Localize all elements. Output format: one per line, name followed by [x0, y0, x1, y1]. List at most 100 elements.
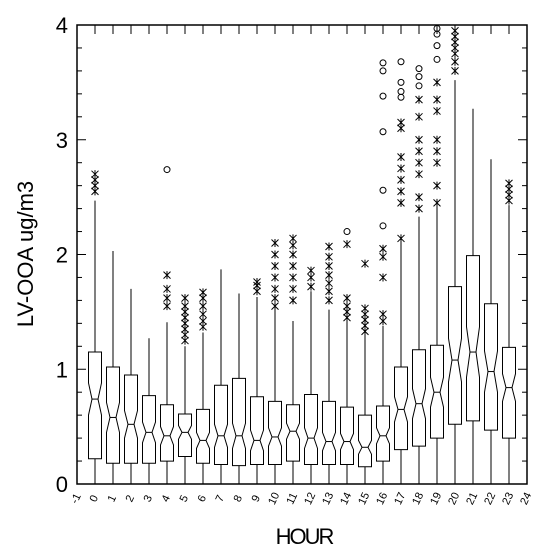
notched-box	[232, 377, 246, 467]
x-tick-label: 19	[428, 491, 444, 507]
notched-box	[286, 404, 300, 462]
outlier-asterisk	[199, 310, 207, 319]
x-tick-label: 18	[410, 491, 426, 507]
outlier-circle	[379, 186, 387, 194]
notched-box	[304, 394, 318, 465]
outlier-circle	[415, 65, 423, 73]
x-tick-label: 10	[266, 491, 282, 507]
outlier-asterisk	[199, 302, 207, 311]
box-hour-21	[466, 108, 480, 479]
outlier-asterisk	[163, 294, 171, 303]
notched-box	[106, 366, 120, 464]
outlier-circle	[379, 59, 387, 67]
outlier-asterisk	[415, 112, 423, 121]
outlier-circle	[397, 93, 405, 101]
box-hour-1	[106, 251, 120, 481]
notched-box	[268, 400, 282, 465]
outlier-asterisk	[379, 310, 387, 319]
outlier-circle	[415, 73, 423, 81]
x-tick-label: 9	[250, 493, 263, 504]
box-hour-12	[304, 266, 318, 481]
notched-box	[142, 395, 156, 464]
notched-box	[484, 303, 498, 431]
outlier-asterisk	[379, 252, 387, 261]
outlier-asterisk	[433, 181, 441, 190]
box-hour-5	[178, 294, 192, 479]
tick-labels: -1 0 1 2 3 4 5 6 7 8 9 10 11 12 13 14 15 16 17 18 19 20 21 22 23…	[56, 13, 535, 507]
outlier-asterisk	[91, 170, 99, 179]
outlier-asterisk	[433, 147, 441, 156]
outlier-asterisk	[289, 261, 297, 270]
outlier-asterisk	[325, 287, 333, 296]
outlier-asterisk	[325, 252, 333, 261]
outlier-asterisk	[163, 302, 171, 311]
outlier-circle	[379, 92, 387, 100]
outlier-circle	[397, 78, 405, 86]
notched-box	[394, 366, 408, 451]
notched-box	[88, 351, 102, 460]
x-tick-label: 15	[356, 491, 372, 507]
outlier-asterisk	[271, 250, 279, 259]
outlier-circle	[433, 55, 441, 63]
outlier-circle	[343, 228, 351, 236]
outlier-asterisk	[307, 282, 315, 291]
outlier-asterisk	[271, 239, 279, 248]
notched-box	[340, 406, 354, 465]
box-hour-9	[250, 278, 264, 481]
box-hour-16	[376, 59, 390, 481]
outlier-circle	[397, 88, 405, 96]
x-tick-label: 0	[88, 493, 101, 504]
box-hour-8	[232, 293, 246, 481]
outlier-asterisk	[433, 198, 441, 207]
notched-box	[466, 255, 480, 422]
outlier-asterisk	[271, 284, 279, 293]
x-tick-label: -1	[69, 492, 84, 506]
outlier-circle	[379, 128, 387, 136]
notched-box	[196, 408, 210, 464]
outlier-asterisk	[397, 198, 405, 207]
outlier-asterisk	[289, 284, 297, 293]
outlier-asterisk	[415, 135, 423, 144]
outlier-asterisk	[163, 284, 171, 293]
outlier-asterisk	[325, 271, 333, 280]
box-hour-18	[412, 65, 426, 479]
x-tick-label: 5	[178, 493, 191, 504]
notched-box	[430, 344, 444, 439]
notched-box	[358, 414, 372, 468]
notched-box	[160, 404, 174, 462]
outlier-asterisk	[415, 95, 423, 104]
outlier-asterisk	[433, 78, 441, 87]
outlier-asterisk	[415, 158, 423, 167]
box-hour-4	[160, 166, 174, 481]
box-hour-6	[196, 288, 210, 481]
outlier-asterisk	[433, 95, 441, 104]
x-tick-label: 14	[338, 491, 354, 507]
plot-frame	[76, 24, 528, 485]
box-hour-22	[484, 159, 498, 479]
x-tick-label: 21	[464, 491, 480, 507]
outlier-asterisk	[451, 66, 459, 75]
notched-box	[214, 384, 228, 465]
notched-box	[412, 349, 426, 447]
outlier-circle	[433, 42, 441, 50]
outlier-asterisk	[343, 294, 351, 303]
x-tick-label: 12	[302, 491, 318, 507]
y-tick-label: 2	[56, 243, 68, 268]
outlier-circle	[397, 58, 405, 66]
outlier-asterisk	[397, 164, 405, 173]
outlier-asterisk	[379, 317, 387, 326]
x-tick-label: 11	[284, 491, 300, 506]
x-tick-label: 17	[392, 491, 408, 507]
box-hour-3	[142, 338, 156, 481]
box-hour-13	[322, 242, 336, 481]
x-tick-label: 4	[160, 493, 173, 504]
box-hour-14	[340, 228, 354, 481]
outlier-asterisk	[163, 271, 171, 280]
outlier-asterisk	[397, 118, 405, 127]
x-tick-label: 7	[214, 493, 227, 504]
outlier-asterisk	[307, 273, 315, 282]
y-tick-label: 4	[56, 13, 68, 38]
outlier-asterisk	[379, 244, 387, 253]
notched-box	[376, 405, 390, 462]
x-tick-label: 3	[142, 493, 155, 504]
